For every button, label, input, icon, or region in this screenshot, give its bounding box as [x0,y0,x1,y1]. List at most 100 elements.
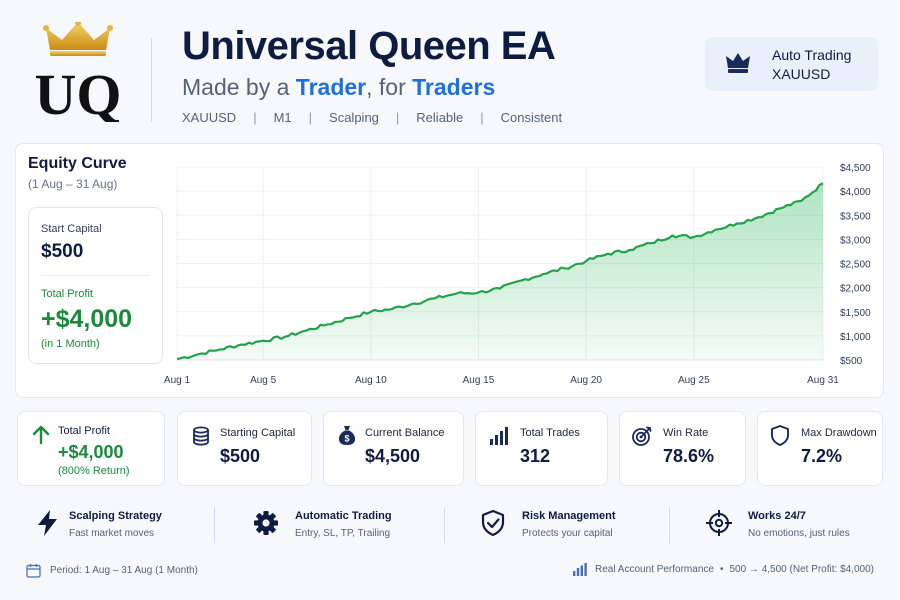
bar-chart-icon [490,427,508,445]
stat-label: Total Trades [520,427,580,439]
stat-card-total-profit: Total Profit +$4,000 (800% Return) [17,411,165,486]
stat-card-current-balance: $ Current Balance $4,500 [323,411,464,486]
money-bag-icon: $ [338,426,356,445]
svg-text:$: $ [344,434,349,444]
footer-period: Period: 1 Aug – 31 Aug (1 Month) [26,563,198,578]
summary-divider [41,275,150,276]
feature-risk-management: Risk Management Protects your capital [480,505,660,545]
feature-subtitle: Fast market moves [69,528,155,539]
badge-line-1: Auto Trading [772,47,852,63]
logo-crown-icon [46,22,110,50]
calendar-icon [26,564,41,578]
x-tick-label: Aug 31 [807,375,839,386]
page-subtitle: Made by a Trader, for Traders [182,74,496,100]
stat-card-win-rate: Win Rate 78.6% [619,411,746,486]
arrow-up-icon [32,425,50,445]
x-tick-label: Aug 25 [678,375,710,386]
tag-list: XAUUSD | M1 | Scalping | Reliable | Consiste… [182,110,562,125]
stat-value: 7.2% [801,446,843,466]
y-tick-label: $2,500 [840,260,871,271]
stat-value: 312 [520,446,551,466]
feature-divider [214,507,215,543]
stat-label: Current Balance [365,427,445,439]
y-tick-label: $2,000 [840,284,871,295]
tag: M1 [273,110,292,125]
stat-value: $500 [220,446,261,466]
stat-value: 78.6% [663,446,715,466]
stat-value: $4,500 [365,446,421,466]
stat-label: Win Rate [663,427,709,439]
feature-works-24-7: Works 24/7 No emotions, just rules [706,505,876,545]
y-tick-label: $3,500 [840,211,871,222]
feature-scalping: Scalping Strategy Fast market moves [35,505,205,545]
badge-line-2: XAUUSD [772,66,831,82]
y-tick-label: $3,000 [840,235,871,246]
feature-title: Automatic Trading [295,510,392,522]
equity-line [176,182,824,361]
y-tick-label: $1,000 [840,332,871,343]
tag-separator: | [395,110,400,125]
feature-title: Works 24/7 [748,510,806,522]
x-tick-label: Aug 20 [570,375,602,386]
total-profit-note: (in 1 Month) [41,338,100,350]
total-profit-label: Total Profit [41,288,93,300]
footer-period-text: Period: 1 Aug – 31 Aug (1 Month) [50,565,198,576]
total-profit-value: +$4,000 [41,305,133,333]
y-tick-label: $4,000 [840,187,871,198]
stat-card-starting-capital: Starting Capital $500 [177,411,312,486]
target-icon [632,426,652,446]
start-capital-value: $500 [41,241,84,262]
equity-summary-card: Start Capital $500 Total Profit +$4,000 … [28,207,163,364]
y-tick-label: $500 [840,356,863,367]
stat-label: Total Profit [58,425,110,437]
coins-icon [193,426,209,446]
stat-value: +$4,000 [58,442,124,462]
feature-subtitle: No emotions, just rules [748,528,850,539]
footer-performance-label: Real Account Performance [595,564,714,575]
start-capital-label: Start Capital [41,223,102,235]
feature-subtitle: Protects your capital [522,528,613,539]
x-tick-label: Aug 10 [355,375,387,386]
footer-performance: Real Account Performance • 500 → 4,500 (… [572,563,874,576]
feature-automatic: Automatic Trading Entry, SL, TP, Trailin… [253,505,433,545]
equity-period: (1 Aug – 31 Aug) [28,177,118,191]
feature-title: Risk Management [522,510,616,522]
equity-chart: Aug 1 Aug 5 Aug 10 Aug 15 Aug 20 Aug 25 Aug 31… [164,163,871,386]
tag-separator: | [308,110,313,125]
feature-divider [444,507,445,543]
tag: XAUUSD [182,110,237,125]
page-title: Universal Queen EA [182,24,556,68]
crown-icon [726,53,750,73]
stat-note: (800% Return) [58,465,130,477]
feature-subtitle: Entry, SL, TP, Trailing [295,528,391,539]
stat-card-max-drawdown: Max Drawdown 7.2% [757,411,883,486]
y-tick-label: $1,500 [840,308,871,319]
lightning-icon [38,510,57,536]
x-tick-label: Aug 1 [164,375,191,386]
footer-summary: 500 → 4,500 (Net Profit: $4,000) [729,564,874,575]
feature-title: Scalping Strategy [69,510,162,522]
shield-check-icon [481,509,505,537]
crosshair-icon [706,510,732,536]
stat-label: Starting Capital [220,427,296,439]
logo: UQ [26,20,130,127]
stat-card-total-trades: Total Trades 312 [475,411,608,486]
auto-trading-badge: Auto Trading XAUUSD [705,37,878,91]
y-tick-label: $4,500 [840,163,871,174]
bar-chart-icon [573,563,587,576]
x-tick-label: Aug 5 [250,375,277,386]
footer-bullet: • [719,564,724,575]
header-divider [151,38,152,122]
feature-divider [669,507,670,543]
logo-text: UQ [35,62,122,122]
gear-icon [254,511,278,535]
tag: Reliable [416,110,464,125]
shield-icon [771,425,789,446]
stat-label: Max Drawdown [801,427,877,439]
tag: Scalping [329,110,379,125]
tag-separator: | [253,110,257,125]
tag-separator: | [480,110,484,125]
equity-area [177,183,823,360]
x-tick-label: Aug 15 [463,375,495,386]
tag: Consistent [500,110,563,125]
